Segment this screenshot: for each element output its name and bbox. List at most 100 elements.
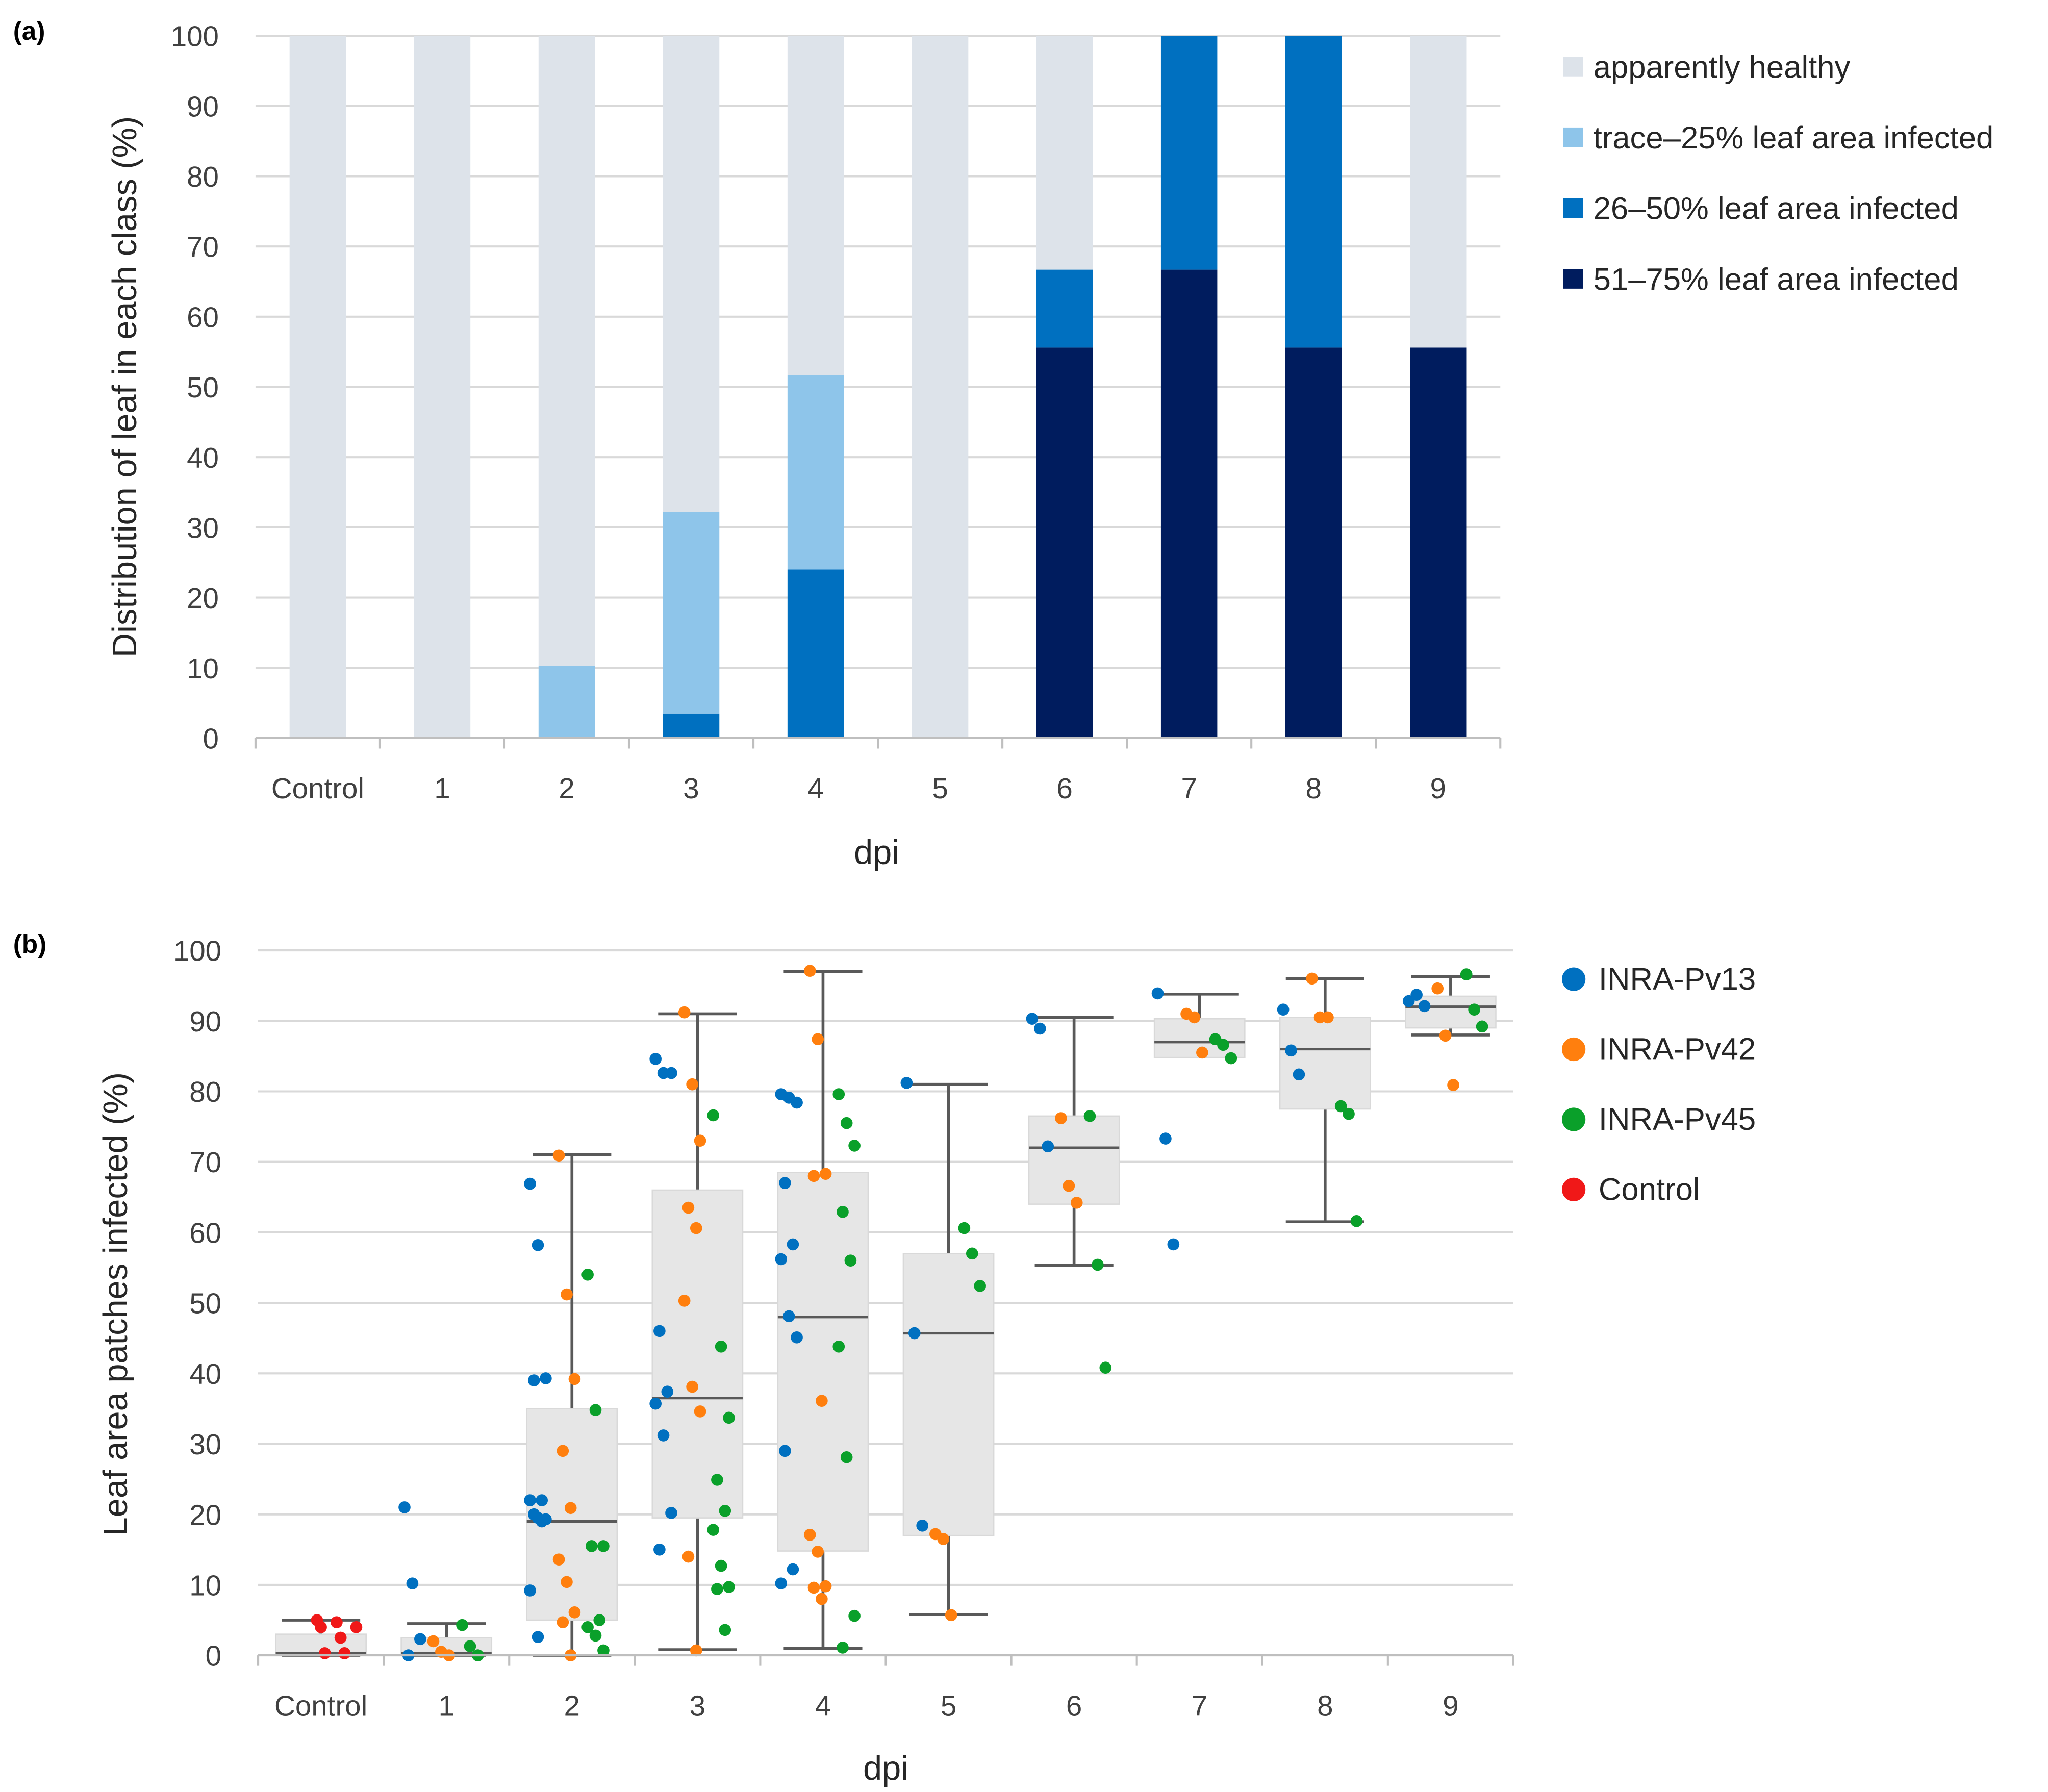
panel-a-y-axis-label: Distribution of leaf in each class (%) [106,116,144,658]
data-point-inra-pv42 [427,1635,440,1648]
data-point-inra-pv13 [791,1331,803,1344]
data-point-inra-pv42 [690,1644,702,1657]
x-tick-label: 1 [438,1689,454,1722]
data-point-control [315,1621,327,1633]
data-point-inra-pv45 [711,1474,723,1486]
panel-a-legend: apparently healthy trace–25% leaf area in… [1563,49,1994,297]
bar-segment [787,569,844,738]
y-tick-label: 70 [187,231,219,263]
data-point-inra-pv45 [707,1524,720,1536]
panel-b-boxes [275,970,1497,1657]
legend-label: Control [1599,1172,1700,1207]
data-point-inra-pv13 [527,1374,540,1386]
bar-segment [663,713,720,738]
y-tick-label: 30 [187,512,219,544]
data-point-inra-pv45 [848,1140,861,1152]
data-point-inra-pv13 [779,1177,791,1189]
data-point-inra-pv13 [653,1543,666,1556]
data-point-inra-pv45 [1343,1107,1355,1120]
data-point-inra-pv45 [456,1619,468,1631]
data-point-inra-pv45 [715,1340,727,1353]
y-tick-label: 30 [189,1428,221,1460]
x-tick-label: Control [274,1689,367,1722]
box-iqr [777,1172,869,1552]
data-point-inra-pv42 [1431,982,1444,995]
y-tick-label: 90 [187,90,219,122]
x-tick-label: 1 [434,772,450,804]
data-point-inra-pv13 [398,1501,411,1513]
box-iqr [902,1253,995,1536]
bar-segment [1160,36,1218,270]
panel-b-box-plot: (b) 0 10 20 30 40 50 60 70 80 90 100 Control 1 2 3 4 5 6 7… [13,929,1756,1787]
data-point-inra-pv13 [524,1584,536,1597]
data-point-inra-pv45 [581,1621,594,1633]
y-tick-label: 100 [173,935,221,967]
data-point-inra-pv13 [649,1053,662,1065]
data-point-control [334,1631,347,1644]
data-point-inra-pv42 [557,1445,569,1457]
data-point-inra-pv13 [1410,989,1423,1001]
data-point-inra-pv13 [1151,987,1164,1000]
data-point-inra-pv45 [966,1247,978,1260]
bar-segment [787,36,844,375]
data-point-inra-pv45 [848,1609,861,1622]
y-tick-label: 0 [206,1640,221,1672]
data-point-inra-pv45 [719,1504,731,1517]
bar-segment [1410,347,1467,738]
data-point-inra-pv45 [837,1642,849,1654]
data-point-inra-pv42 [812,1033,824,1046]
data-point-inra-pv42 [694,1405,706,1418]
data-point-inra-pv45 [597,1540,610,1552]
bar-segment [538,36,595,666]
legend-label: INRA-Pv13 [1599,962,1756,997]
x-tick-label: 6 [1056,772,1072,804]
data-point-inra-pv13 [1167,1238,1180,1251]
data-point-inra-pv45 [1334,1100,1347,1113]
data-point-inra-pv45 [597,1644,610,1657]
data-point-inra-pv13 [665,1067,677,1079]
bar-segment [414,36,471,738]
y-tick-label: 0 [203,723,219,755]
bar-segment [289,36,346,738]
data-point-inra-pv45 [707,1109,720,1122]
data-point-inra-pv42 [812,1546,824,1558]
x-tick-label: 2 [564,1689,580,1722]
data-point-inra-pv13 [1042,1140,1054,1153]
data-point-inra-pv45 [1460,968,1473,980]
data-point-inra-pv42 [819,1168,832,1180]
y-tick-label: 50 [189,1288,221,1320]
data-point-inra-pv42 [803,1528,816,1541]
data-point-inra-pv42 [682,1201,695,1214]
data-point-inra-pv13 [414,1633,426,1646]
data-point-inra-pv45 [1092,1258,1104,1271]
data-point-inra-pv42 [678,1295,691,1307]
legend-swatch [1563,57,1583,77]
bar-segment [1036,36,1093,270]
panel-b-y-axis-label: Leaf area patches infected (%) [97,1072,135,1536]
x-tick-label: 8 [1305,772,1321,804]
data-point-inra-pv13 [791,1096,803,1109]
x-tick-label: 7 [1181,772,1197,804]
data-point-inra-pv42 [686,1380,698,1393]
y-tick-label: 20 [189,1499,221,1531]
legend-label: trace–25% leaf area infected [1594,120,1994,156]
legend-swatch [1563,198,1583,218]
y-tick-label: 100 [171,20,219,53]
x-tick-label: 8 [1317,1689,1333,1722]
data-point-inra-pv45 [840,1117,853,1129]
bar-segment [663,512,720,714]
legend-label: 26–50% leaf area infected [1594,191,1959,226]
panel-a-bars [289,36,1467,738]
data-point-inra-pv13 [787,1563,799,1576]
box-iqr [651,1189,744,1519]
data-point-inra-pv45 [1225,1052,1237,1065]
data-point-inra-pv45 [1099,1361,1112,1374]
data-point-inra-pv13 [527,1508,540,1521]
data-point-inra-pv45 [723,1411,735,1424]
data-point-inra-pv13 [540,1372,552,1384]
panel-a-stacked-bar-chart: (a) 0 10 20 30 40 50 60 70 80 90 100 Control 1 2 3 4 5 6 7… [13,16,1994,872]
data-point-inra-pv42 [1439,1029,1452,1042]
data-point-inra-pv42 [678,1006,691,1019]
data-point-inra-pv13 [536,1515,548,1528]
bar-segment [663,36,720,512]
